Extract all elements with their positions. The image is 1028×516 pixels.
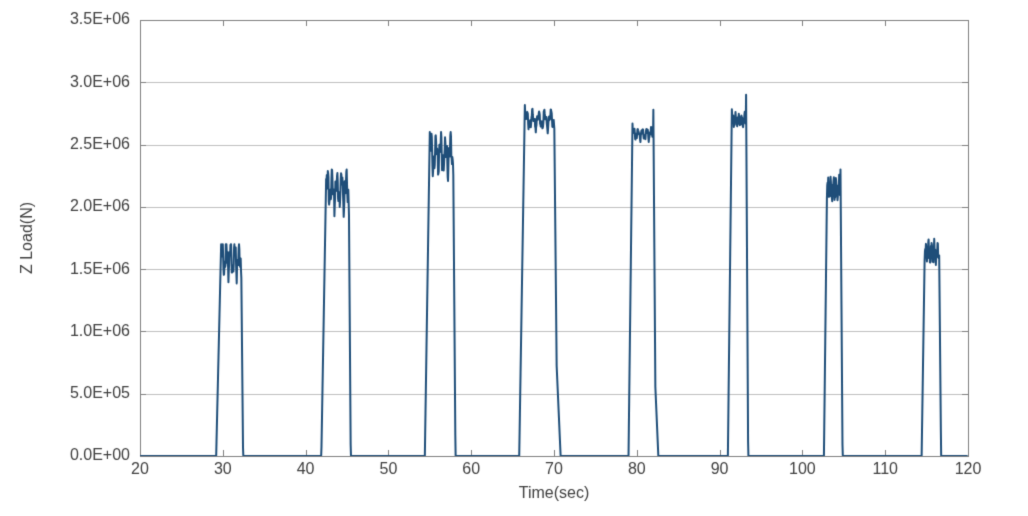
- chart-canvas: [0, 0, 1028, 516]
- load-vs-time-chart: Time(sec) Z Load(N): [0, 0, 1028, 516]
